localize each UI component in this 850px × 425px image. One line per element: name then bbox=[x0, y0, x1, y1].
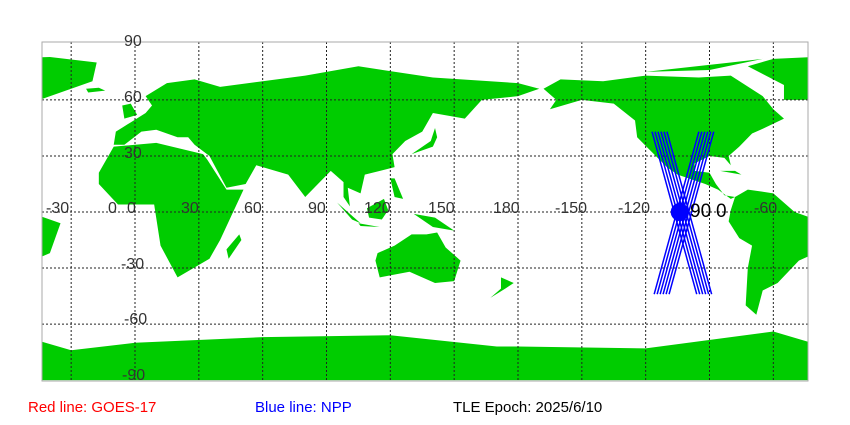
marker-label: 0 bbox=[716, 201, 727, 222]
lat-label: 60 bbox=[124, 89, 142, 106]
lon-label: 150 bbox=[428, 200, 455, 217]
lon-label: 180 bbox=[493, 200, 520, 217]
lat-label: -60 bbox=[124, 311, 147, 328]
landmass-samerica bbox=[728, 189, 808, 315]
landmass-africa bbox=[98, 142, 244, 278]
lat-label: 0 bbox=[108, 200, 117, 217]
landmass-greenland bbox=[42, 56, 97, 99]
landmass-greenland bbox=[747, 57, 808, 100]
landmass-japan bbox=[411, 127, 438, 155]
landmass-australia bbox=[375, 232, 461, 283]
lon-label: 90 bbox=[308, 200, 326, 217]
landmass-sumatra bbox=[337, 202, 361, 224]
landmass-antarctica bbox=[42, 335, 518, 381]
npp-satellite-marker bbox=[670, 203, 689, 221]
lat-label: 30 bbox=[124, 145, 142, 162]
track-line bbox=[668, 131, 715, 295]
landmass-eurasia bbox=[113, 66, 540, 207]
landmass-arctic_is bbox=[645, 58, 763, 72]
lon-label: -150 bbox=[555, 200, 587, 217]
lon-label: 60 bbox=[244, 200, 262, 217]
landmass-namerica bbox=[543, 75, 784, 199]
lat-label: -90 bbox=[122, 367, 145, 384]
landmass-samerica bbox=[42, 216, 61, 257]
lat-label: -30 bbox=[121, 256, 144, 273]
lon-label: 30 bbox=[181, 200, 199, 217]
landmass-java bbox=[358, 223, 380, 227]
landmass-cuba bbox=[720, 170, 742, 175]
lon-label: 120 bbox=[364, 200, 391, 217]
lon-label: -120 bbox=[618, 200, 650, 217]
track-line bbox=[666, 131, 713, 295]
graticule bbox=[42, 42, 808, 381]
legend-red-line: Red line: GOES-17 bbox=[28, 399, 157, 416]
map-frame bbox=[41, 41, 809, 382]
lon-label: -30 bbox=[46, 200, 69, 217]
landmass-borneo bbox=[366, 198, 389, 220]
marker-label: 90 bbox=[690, 201, 711, 222]
landmass-uk bbox=[122, 103, 138, 119]
landmass-namerica bbox=[0, 76, 18, 199]
landmass-nz bbox=[490, 277, 514, 298]
lat-label: 90 bbox=[124, 33, 142, 50]
landmass-newguinea bbox=[413, 213, 455, 231]
landmass-antarctica bbox=[518, 331, 808, 381]
landmass-iceland bbox=[86, 87, 106, 93]
tle-epoch: TLE Epoch: 2025/6/10 bbox=[453, 399, 603, 416]
land-layer bbox=[0, 56, 808, 381]
legend-blue-line: Blue line: NPP bbox=[255, 399, 352, 416]
lon-label: -60 bbox=[754, 200, 777, 217]
lon-label: 0 bbox=[127, 200, 136, 217]
landmass-philippines bbox=[390, 178, 404, 199]
landmass-madagascar bbox=[226, 234, 242, 259]
